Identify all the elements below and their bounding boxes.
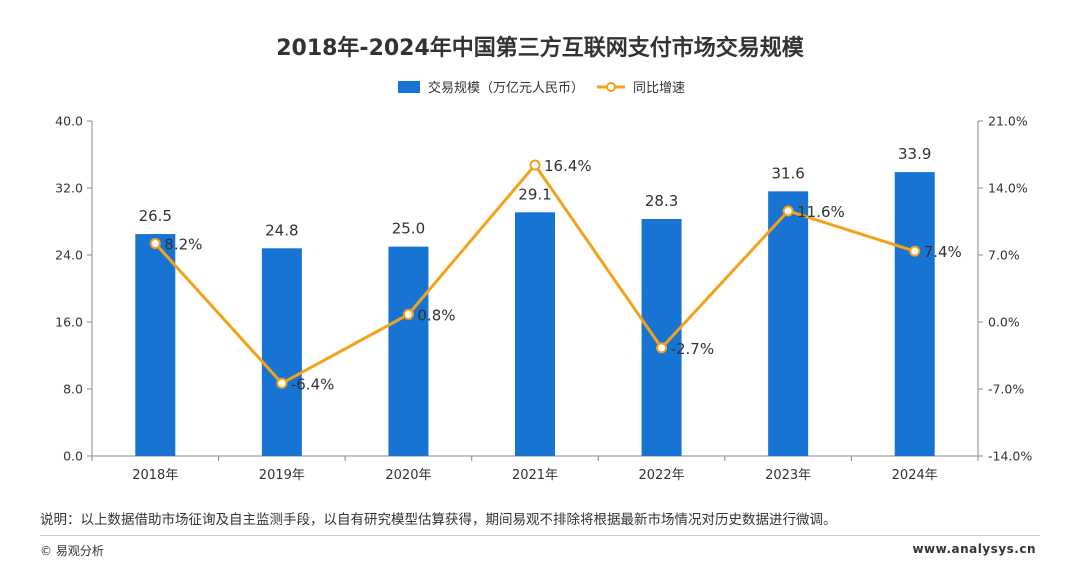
bar [515,212,555,456]
bar-data-label: 31.6 [771,164,804,182]
left-axis-tick-label: 0.0 [63,449,83,464]
right-axis-tick-label: -14.0% [988,449,1032,464]
bar-series [135,172,935,456]
bar-data-label: 28.3 [645,192,678,210]
line-data-label: -2.7% [671,340,715,358]
bar-data-label: 26.5 [139,207,172,225]
footnote: 说明：以上数据借助市场征询及自主监测手段，以自有研究模型估算获得，期间易观不排除… [40,512,837,528]
left-axis-tick-label: 40.0 [55,114,83,129]
line-point [909,245,921,257]
x-axis-tick-label: 2024年 [892,468,938,483]
bar [135,234,176,456]
right-axis-tick-label: 21.0% [988,114,1028,129]
left-axis-tick-label: 32.0 [55,181,83,196]
bar [894,172,935,456]
line-data-label: 0.8% [417,306,455,324]
footer-divider [40,535,1040,536]
line-data-label: -6.4% [291,375,335,393]
axes: 0.0 8.0 16.0 24.0 32.0 40.0 -14.0% -7.0% 0.0% 7.0… [55,114,1032,484]
line-data-label: 11.6% [797,203,845,221]
bar-data-label: 33.9 [898,145,931,163]
line-point [276,377,288,389]
right-axis-tick-label: 7.0% [988,248,1020,263]
x-axis-tick-label: 2018年 [132,468,178,483]
bar [641,218,682,456]
line-data-label: 8.2% [164,236,202,254]
line-point [656,342,668,354]
bar-data-label: 25.0 [392,220,425,238]
right-axis-tick-label: 0.0% [988,315,1020,330]
website-text: www.analysys.cn [912,542,1036,556]
line-data-label: 7.4% [924,243,962,261]
copyright-text: © 易观分析 [40,544,104,558]
bar-data-label: 24.8 [265,221,298,239]
legend-bar-label: 交易规模（万亿元人民币） [428,80,584,96]
x-axis-tick-label: 2022年 [639,468,685,483]
chart-title: 2018年-2024年中国第三方互联网支付市场交易规模 [276,35,805,61]
bar-data-label: 29.1 [518,185,551,203]
bar [388,246,429,456]
left-axis-tick-label: 24.0 [55,248,83,263]
bar [261,248,302,456]
bar [768,191,809,456]
x-axis-tick-label: 2020年 [385,468,431,483]
left-axis-tick-label: 8.0 [63,382,83,397]
x-axis-tick-label: 2019年 [259,468,305,483]
left-axis-tick-label: 16.0 [55,315,83,330]
legend-bar-swatch [398,81,420,93]
line-point [149,238,161,250]
bar-data-labels: 26.5 24.8 25.0 29.1 28.3 31.6 33.9 [139,145,932,239]
legend: 交易规模（万亿元人民币） 同比增速 [398,80,685,96]
line-point [529,159,541,171]
line-series [149,159,921,389]
legend-line-marker [606,82,616,92]
line-point [402,308,414,320]
x-axis-tick-label: 2023年 [765,468,811,483]
right-axis-tick-label: -7.0% [988,382,1024,397]
legend-line-label: 同比增速 [633,81,685,96]
x-axis-tick-label: 2021年 [512,468,558,483]
line-data-label: 16.4% [544,157,592,175]
right-axis-tick-label: 14.0% [988,181,1028,196]
chart: 2018年-2024年中国第三方互联网支付市场交易规模 交易规模（万亿元人民币）… [55,35,1032,484]
line-data-labels: 8.2% -6.4% 0.8% 16.4% -2.7% 11.6% 7.4% [164,157,962,393]
line-point [782,205,794,217]
